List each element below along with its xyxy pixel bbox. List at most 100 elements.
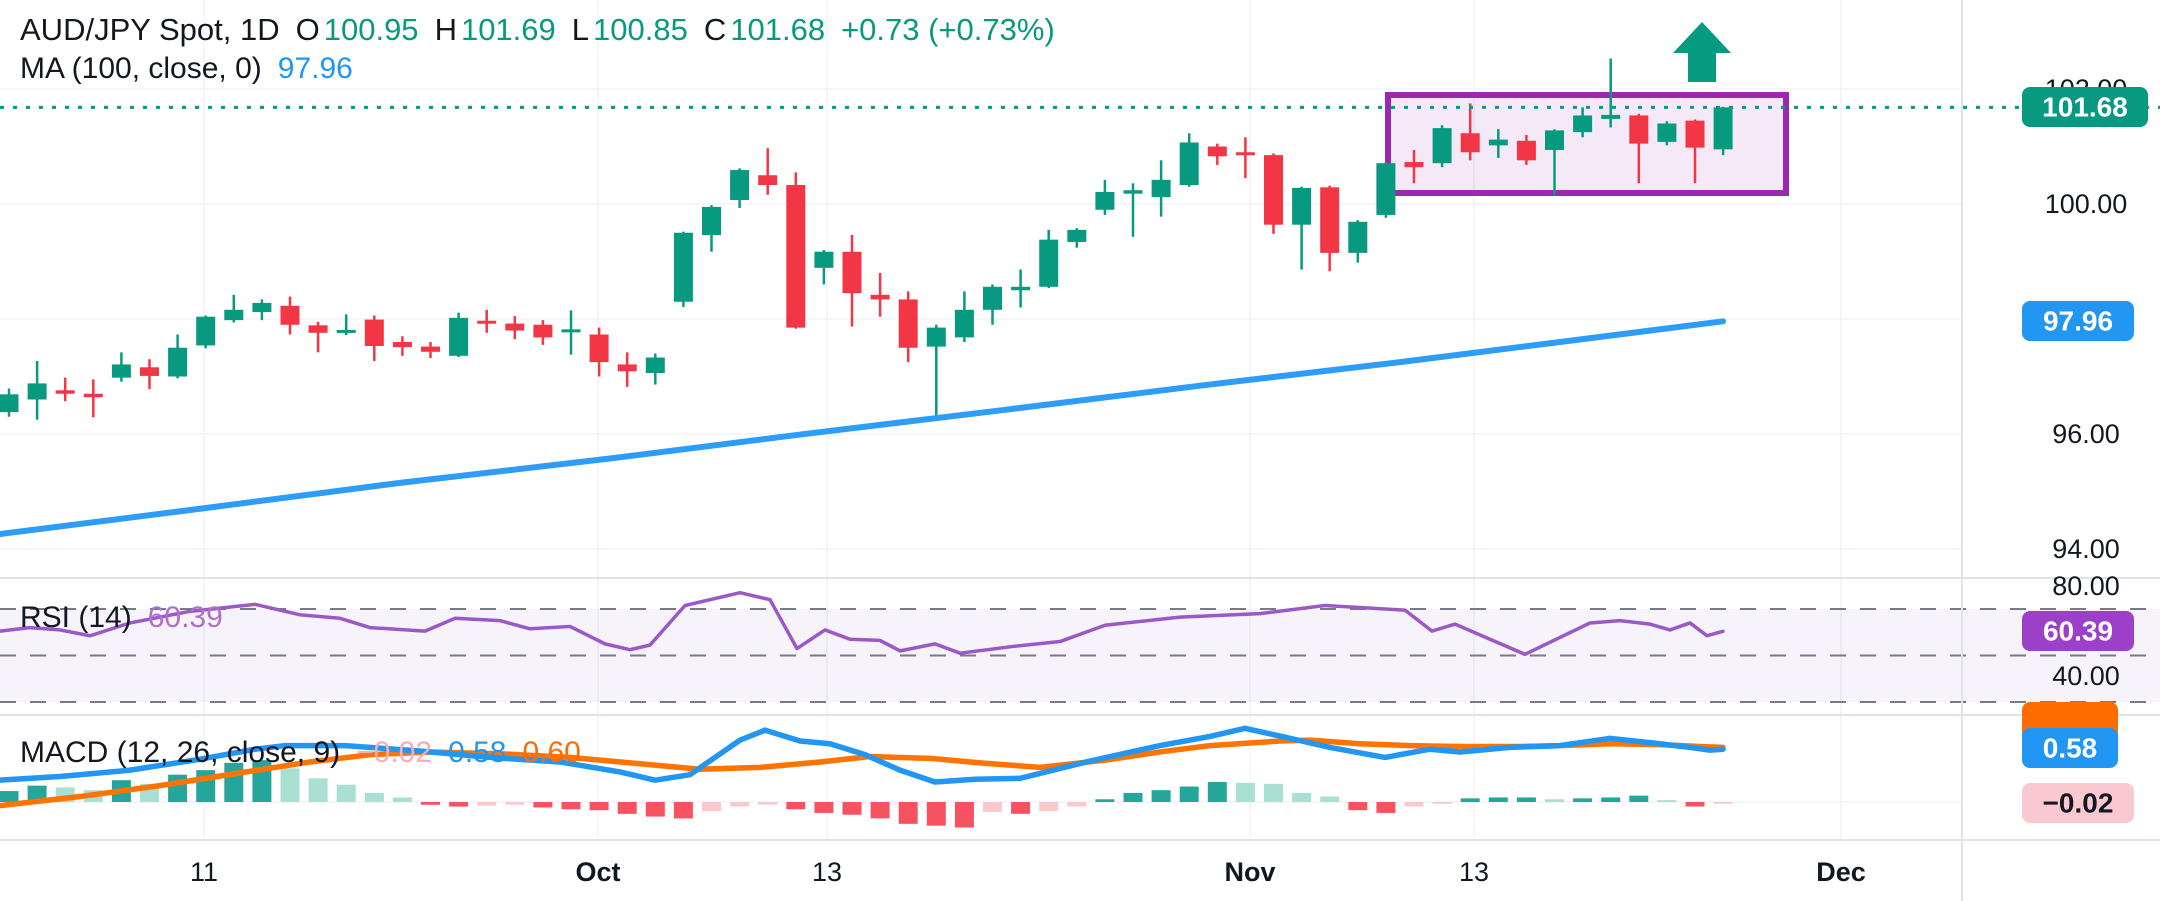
- candle-body: [1095, 191, 1115, 210]
- candle-body: [673, 232, 693, 302]
- macd-histogram-bar: [1264, 783, 1283, 802]
- candle-body: [1207, 146, 1227, 157]
- macd-histogram-bar: [1713, 802, 1733, 804]
- high-label: H: [434, 12, 457, 47]
- candle-body: [1067, 229, 1087, 242]
- candle-body: [1404, 162, 1424, 168]
- ma-price-badge: [2022, 301, 2134, 341]
- candle-body: [1629, 115, 1649, 144]
- macd-histogram-bar: [1685, 802, 1705, 807]
- candle-body: [1460, 133, 1480, 153]
- price-axis-tick: 80.00: [2052, 571, 2120, 601]
- macd-histogram-bar: [308, 778, 328, 802]
- high-pair: H 101.69: [435, 12, 556, 48]
- macd-price-badge: [2022, 728, 2118, 768]
- macd-histogram-bar: [392, 797, 412, 802]
- macd-histogram-bar: [1179, 786, 1199, 802]
- candle-body: [252, 302, 272, 313]
- macd-histogram-bar: [336, 784, 356, 802]
- macd-histogram-bar: [168, 774, 188, 802]
- macd-histogram-bar: [421, 802, 440, 805]
- candle-body: [280, 305, 300, 325]
- macd-histogram-bar: [702, 802, 721, 812]
- close-price-badge: [2022, 87, 2148, 127]
- macd-line: [0, 725, 1726, 785]
- price-axis-tick: 96.00: [2052, 419, 2120, 449]
- ma-100-line: [0, 318, 1726, 538]
- macd-histogram-bar: [27, 785, 47, 802]
- candle-body: [1376, 163, 1396, 215]
- macd-histogram-bar: [926, 802, 946, 826]
- macd-histogram-bar: [0, 791, 19, 802]
- open-pair: O 100.95: [296, 12, 419, 48]
- candle-body: [55, 390, 75, 394]
- macd-histogram-bar: [533, 802, 553, 808]
- time-axis[interactable]: [0, 840, 2160, 901]
- candle-body: [449, 317, 469, 356]
- candle-body: [1011, 286, 1031, 291]
- candle-body: [1179, 142, 1199, 186]
- candle-body: [702, 206, 721, 236]
- hist-price-badge: [2022, 783, 2134, 823]
- rsi-legend[interactable]: RSI (14) 60.39: [20, 601, 223, 635]
- change-value: +0.73 (+0.73%): [841, 12, 1055, 47]
- macd-legend[interactable]: MACD (12, 26, close, 9) −0.02 0.58 0.60: [20, 736, 581, 770]
- macd-histogram-bar: [870, 802, 890, 819]
- time-axis-label: Dec: [1816, 857, 1866, 887]
- candle-body: [1713, 107, 1733, 150]
- open-label: O: [295, 12, 320, 47]
- price-axis-tick: 100.00: [2045, 189, 2128, 219]
- candle-body: [1264, 155, 1283, 225]
- candle-body: [1488, 139, 1508, 146]
- time-axis-label: Nov: [1224, 857, 1275, 887]
- macd-histogram-bar: [561, 802, 581, 810]
- candle-body: [561, 329, 581, 333]
- candle-body: [308, 325, 328, 333]
- candle-body: [1348, 221, 1368, 253]
- candle-body: [898, 299, 918, 348]
- macd-histogram-bar: [280, 768, 300, 802]
- close-label: C: [703, 12, 727, 47]
- rsi-legend-value: 60.39: [147, 601, 223, 634]
- candle-body: [1151, 179, 1171, 198]
- rsi-legend-label: RSI (14): [20, 601, 132, 634]
- price-axis[interactable]: [1962, 0, 2160, 840]
- macd-histogram-bar: [1488, 797, 1508, 802]
- candle-body: [140, 367, 159, 376]
- macd-histogram-bar: [1657, 800, 1677, 802]
- candle-body: [533, 324, 553, 338]
- ma-legend-label: MA (100, close, 0): [20, 52, 262, 85]
- symbol-legend[interactable]: AUD/JPY Spot, 1D O 100.95 H 101.69 L 100…: [20, 12, 1055, 48]
- macd-histogram-bar: [1320, 796, 1340, 802]
- macd-histogram-bar: [1432, 802, 1452, 804]
- candle-body: [1320, 187, 1340, 253]
- candle-body: [1657, 123, 1677, 142]
- candle-body: [1545, 130, 1564, 150]
- macd-line-value: 0.58: [448, 736, 507, 769]
- macd-histogram-bar: [477, 802, 497, 806]
- macd-histogram-bar: [505, 802, 525, 805]
- candle-body: [0, 394, 19, 413]
- candle-body: [1039, 239, 1059, 287]
- macd-histogram-bar: [1545, 799, 1564, 802]
- up-arrow-marker[interactable]: [1673, 22, 1731, 82]
- ma-legend[interactable]: MA (100, close, 0) 97.96: [20, 52, 353, 86]
- candle-body: [392, 342, 412, 348]
- ma-badge-value: 97.96: [2043, 306, 2113, 337]
- macd-histogram-bar: [1404, 802, 1424, 807]
- macd-histogram-bar: [589, 802, 609, 811]
- candle-body: [224, 309, 244, 321]
- candle-body: [1123, 190, 1143, 194]
- macd-histogram-bar: [1039, 802, 1059, 812]
- candle-body: [364, 319, 384, 347]
- macd-histogram-bar: [364, 792, 384, 802]
- candle-body: [421, 346, 440, 352]
- candle-body: [926, 327, 946, 347]
- macd-histogram-bar: [1516, 797, 1536, 802]
- macd-histogram-bar: [758, 802, 778, 805]
- macd-histogram-bar: [730, 802, 750, 807]
- macd-histogram-bar: [1292, 792, 1312, 802]
- macd-histogram-bar: [617, 802, 637, 814]
